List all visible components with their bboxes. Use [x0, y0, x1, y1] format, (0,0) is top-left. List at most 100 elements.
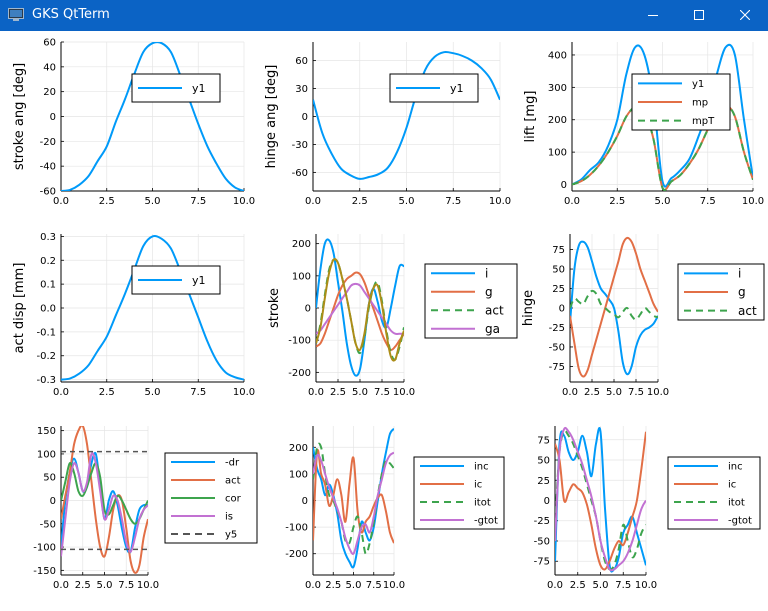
chart-stroke: 0.0 2.5 5.0 7.5 10.0-200-1000100200strokeiga… — [267, 234, 518, 398]
x-tick-label: 10.0 — [233, 196, 255, 207]
x-tick-label: 10.0 — [383, 580, 405, 591]
x-tick-label: 7.5 — [118, 580, 134, 591]
legend-label: itot — [474, 498, 491, 509]
y-tick-label: 25 — [537, 476, 550, 487]
legend-label: y1 — [450, 82, 464, 95]
y-tick-label: -0.3 — [36, 375, 56, 386]
y-tick-label: -100 — [33, 543, 56, 554]
x-tick-label: 0.0 — [564, 196, 580, 207]
y-tick-label: -60 — [292, 168, 308, 179]
legend-label: -gtot — [474, 516, 498, 527]
plot-canvas: 0.0 2.5 5.0 7.5 10.0 -60 -40 -20 0 20 40 60 stroke a… — [0, 31, 768, 607]
legend-label: act — [485, 303, 504, 317]
y-tick-label: 20 — [43, 87, 56, 98]
y-tick-label: 300 — [548, 83, 567, 94]
y-tick-label: 50 — [43, 473, 56, 484]
x-tick-label: 0.0 — [305, 580, 321, 591]
y-tick-label: 0 — [302, 112, 308, 123]
window-title: GKS QtTerm — [32, 7, 110, 22]
series-y1-line — [313, 51, 500, 180]
y-tick-label: -200 — [285, 549, 308, 560]
y-tick-label: 200 — [548, 115, 567, 126]
y-tick-label: 0 — [50, 496, 56, 507]
terminal-monitor-icon — [8, 8, 24, 21]
y-tick-label: 400 — [548, 50, 567, 61]
chart-hinge_forces: 0.0 2.5 5.0 7.5 10.0 -75 -50 -25 0 25 50 75 inc ic ito… — [534, 426, 761, 591]
close-button[interactable] — [722, 0, 768, 31]
legend-label: y1 — [192, 82, 206, 95]
x-tick-label: 10.0 — [742, 196, 764, 207]
x-tick-label: 7.5 — [366, 580, 382, 591]
x-tick-label: 10.0 — [489, 196, 511, 207]
chart-lift: 0.0 2.5 5.0 7.5 10.0 0 100 200 300 400 lift [mg] y1… — [523, 42, 764, 207]
x-tick-label: 5.0 — [606, 387, 622, 398]
y-tick-label: 0 — [302, 496, 308, 507]
legend-hinge: ig act — [677, 263, 765, 321]
y-tick-label: 0.3 — [40, 232, 56, 243]
x-tick-label: 2.5 — [352, 196, 368, 207]
close-icon — [740, 10, 750, 20]
y-tick-label: -150 — [33, 566, 56, 577]
legend-label: y1 — [692, 79, 704, 90]
x-tick-label: 5.0 — [97, 580, 113, 591]
window-titlebar[interactable]: GKS QtTerm — [0, 0, 768, 31]
y-tick-label: 0 — [50, 112, 56, 123]
legend-forces: -dr act cor is y5 — [164, 452, 258, 544]
maximize-button[interactable] — [676, 0, 722, 31]
y-tick-label: -50 — [40, 519, 56, 530]
x-tick-label: 2.5 — [584, 387, 600, 398]
legend-label: inc — [474, 462, 489, 473]
y-tick-label: 0.2 — [40, 256, 56, 267]
y-axis-label: act disp [mm] — [12, 263, 27, 354]
series-y1-line — [61, 42, 244, 191]
x-tick-label: 2.5 — [325, 580, 341, 591]
legend-stroke_forces: inc ic itot -gtot — [413, 456, 505, 530]
y-tick-label: 75 — [552, 245, 565, 256]
x-tick-label: 7.5 — [374, 387, 390, 398]
y-tick-label: 40 — [43, 62, 56, 73]
series-y1-line — [572, 43, 753, 188]
x-tick-label: 0.0 — [53, 196, 69, 207]
y-tick-label: 100 — [548, 148, 567, 159]
y-tick-label: 100 — [292, 271, 311, 282]
legend-label: ic — [474, 480, 482, 491]
x-tick-label: 5.0 — [346, 580, 362, 591]
legend-label: ga — [485, 322, 500, 336]
legend-label: i — [738, 267, 741, 281]
x-tick-label: 2.5 — [75, 580, 91, 591]
x-tick-label: 2.5 — [609, 196, 625, 207]
x-tick-label: 10.0 — [393, 387, 415, 398]
legend-stroke: ig act ga — [424, 263, 518, 339]
x-tick-label: 5.0 — [655, 196, 671, 207]
y-tick-label: 0.1 — [40, 280, 56, 291]
x-tick-label: 2.5 — [99, 196, 115, 207]
x-tick-label: 5.0 — [352, 387, 368, 398]
legend-label: mp — [692, 98, 708, 109]
minimize-button[interactable] — [630, 0, 676, 31]
legend-label: mpT — [692, 116, 715, 127]
y-tick-label: -0.2 — [36, 351, 56, 362]
y-tick-label: -0.1 — [36, 327, 56, 338]
y-tick-label: 60 — [43, 38, 56, 49]
legend-label: g — [485, 285, 493, 299]
series-ic-line — [555, 431, 646, 571]
x-tick-label: 10.0 — [233, 387, 255, 398]
y-tick-label: 25 — [552, 284, 565, 295]
legend-label: y1 — [192, 274, 206, 287]
y-tick-label: 0 — [561, 180, 567, 191]
x-tick-label: 10.0 — [137, 580, 159, 591]
series--gtot-line — [313, 451, 394, 555]
series-inc-line — [555, 426, 646, 573]
legend-label: -gtot — [728, 516, 752, 527]
series-itot-line — [555, 429, 646, 571]
y-tick-label: 75 — [537, 435, 550, 446]
legend-hinge_forces: inc ic itot -gtot — [667, 456, 761, 530]
y-tick-label: 200 — [289, 443, 308, 454]
series-extra-4-line — [316, 258, 404, 362]
x-tick-label: 0.0 — [305, 196, 321, 207]
legend-label: -dr — [225, 458, 240, 469]
y-tick-label: 30 — [295, 84, 308, 95]
x-tick-label: 7.5 — [700, 196, 716, 207]
y-tick-label: 60 — [295, 56, 308, 67]
legend-act_disp: y1 — [131, 265, 221, 295]
